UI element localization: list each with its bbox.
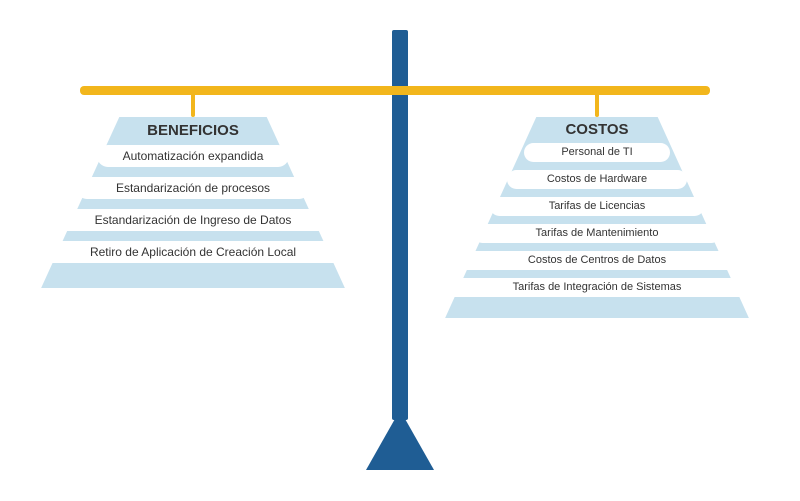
- costs-item: Personal de TI: [524, 143, 670, 162]
- costs-item: Costos de Hardware: [507, 170, 687, 189]
- benefits-items: Automatización expandida Estandarización …: [34, 145, 352, 263]
- benefits-item: Estandarización de procesos: [76, 177, 310, 199]
- benefits-item: Automatización expandida: [97, 145, 289, 167]
- costs-item: Tarifas de Mantenimiento: [473, 224, 721, 243]
- costs-item: Tarifas de Integración de Sistemas: [439, 278, 755, 297]
- costs-panel: COSTOS Personal de TI Costos de Hardware T…: [444, 121, 750, 297]
- scale-base: [366, 410, 434, 470]
- benefits-item: Retiro de Aplicación de Creación Local: [34, 241, 352, 263]
- benefits-title: BENEFICIOS: [147, 122, 239, 139]
- benefits-panel: BENEFICIOS Automatización expandida Estan…: [40, 122, 346, 263]
- benefits-item: Estandarización de Ingreso de Datos: [55, 209, 331, 231]
- costs-title: COSTOS: [565, 121, 628, 138]
- costs-items: Personal de TI Costos de Hardware Tarifas …: [439, 143, 755, 297]
- balance-scale-diagram: BENEFICIOS Automatización expandida Estan…: [0, 0, 800, 501]
- scale-beam: [80, 86, 710, 95]
- costs-item: Costos de Centros de Datos: [456, 251, 738, 270]
- costs-item: Tarifas de Licencias: [490, 197, 704, 216]
